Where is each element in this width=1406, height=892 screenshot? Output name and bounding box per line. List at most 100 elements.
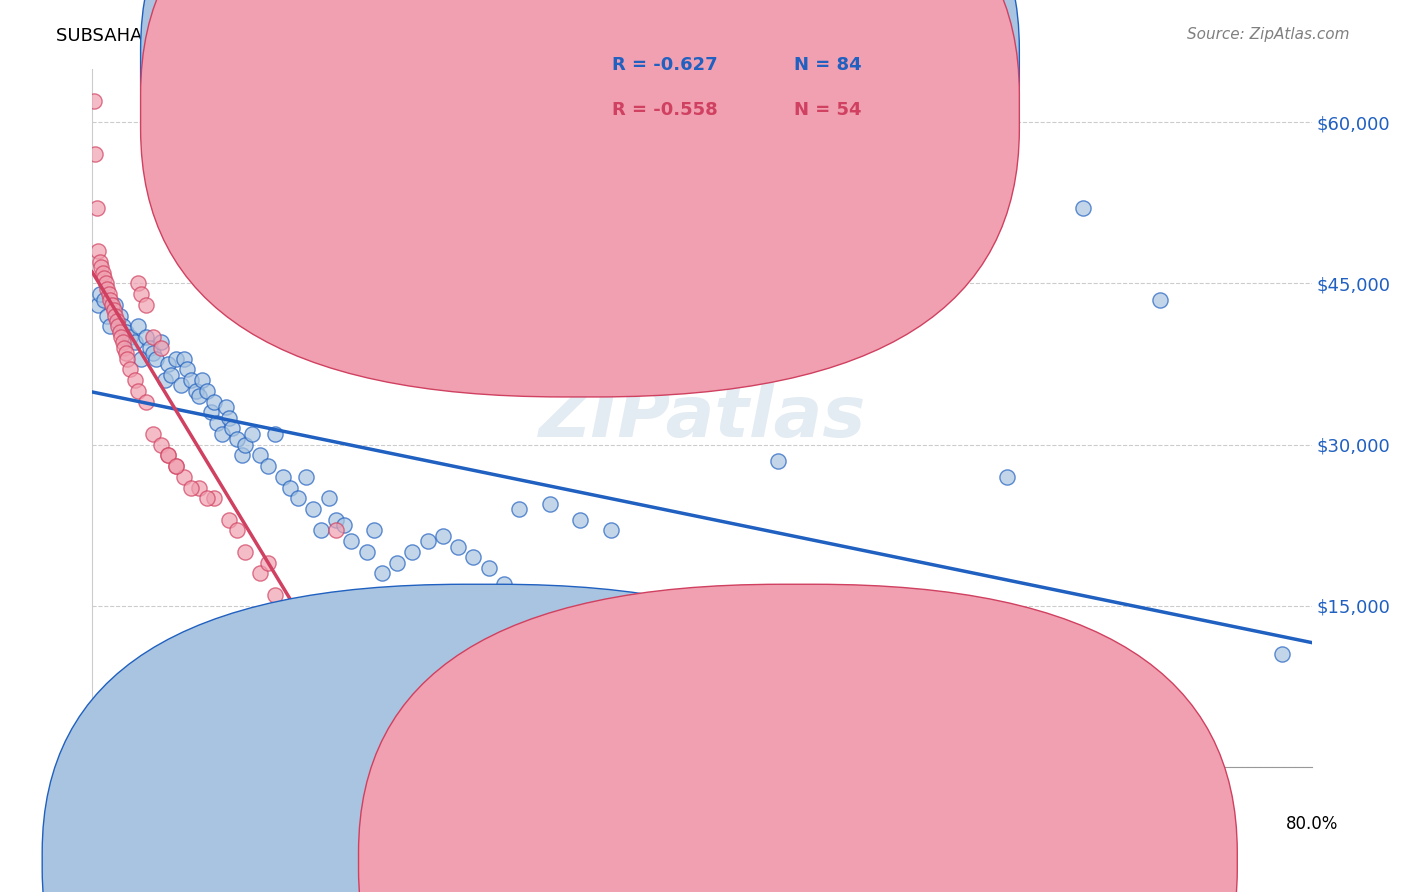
Point xyxy=(690,631,713,645)
Point xyxy=(83,94,105,108)
Text: SUBSAHARAN AFRICAN VS IMMIGRANTS FROM BAHAMAS PER CAPITA INCOME CORRELATION CHAR: SUBSAHARAN AFRICAN VS IMMIGRANTS FROM BA… xyxy=(56,27,957,45)
Point xyxy=(108,325,131,339)
Point xyxy=(385,706,408,720)
Point xyxy=(280,481,302,495)
Point xyxy=(447,540,470,554)
Point xyxy=(205,416,228,430)
Point xyxy=(371,566,394,581)
Point xyxy=(416,534,439,549)
Point xyxy=(218,513,240,527)
Point xyxy=(104,298,127,312)
Point xyxy=(363,524,385,538)
Point xyxy=(127,319,149,334)
Point xyxy=(215,400,238,414)
Point xyxy=(280,609,302,624)
Point xyxy=(356,545,378,559)
Point xyxy=(995,470,1018,484)
Point xyxy=(142,346,165,360)
Point xyxy=(768,453,790,467)
Point xyxy=(508,502,530,516)
Point xyxy=(844,684,866,698)
Point xyxy=(294,470,316,484)
Point xyxy=(211,426,233,441)
Point xyxy=(93,271,115,285)
Point xyxy=(157,448,180,462)
Point xyxy=(117,351,139,366)
Point xyxy=(111,335,134,350)
Text: N = 54: N = 54 xyxy=(794,101,862,119)
Point xyxy=(90,260,112,275)
Point xyxy=(94,277,117,291)
Point xyxy=(256,556,278,570)
Point xyxy=(87,244,110,259)
Point xyxy=(195,384,218,398)
Point xyxy=(135,330,157,344)
Point xyxy=(1149,293,1171,307)
Point xyxy=(302,502,325,516)
Point xyxy=(1271,647,1294,661)
Text: Immigrants from Bahamas: Immigrants from Bahamas xyxy=(803,847,1025,865)
Point xyxy=(249,448,271,462)
Point xyxy=(129,351,152,366)
Point xyxy=(127,384,149,398)
Point xyxy=(538,497,561,511)
Point xyxy=(157,448,180,462)
Point xyxy=(920,266,942,280)
Point xyxy=(180,481,202,495)
Point xyxy=(187,481,209,495)
Point xyxy=(91,266,114,280)
Point xyxy=(356,695,378,709)
Point xyxy=(432,529,454,543)
Point xyxy=(401,545,423,559)
Point xyxy=(249,566,271,581)
Point xyxy=(100,293,122,307)
Point xyxy=(478,561,501,575)
Point xyxy=(202,491,225,506)
Point xyxy=(318,491,340,506)
Point xyxy=(145,351,167,366)
Point xyxy=(226,432,249,446)
Point xyxy=(1073,663,1095,677)
Point xyxy=(129,287,152,301)
Point xyxy=(645,604,668,618)
Point xyxy=(271,470,294,484)
Point xyxy=(240,426,263,441)
Text: Source: ZipAtlas.com: Source: ZipAtlas.com xyxy=(1187,27,1350,42)
Point xyxy=(340,534,363,549)
Point xyxy=(142,330,165,344)
Point xyxy=(176,362,198,376)
Point xyxy=(149,437,172,451)
Point xyxy=(226,524,249,538)
Point xyxy=(114,346,136,360)
Point xyxy=(104,309,127,323)
Point xyxy=(142,426,165,441)
Point xyxy=(149,335,172,350)
Point xyxy=(86,201,108,215)
Point xyxy=(111,319,134,334)
Text: Sub-Saharan Africans: Sub-Saharan Africans xyxy=(502,847,679,865)
Point xyxy=(180,373,202,387)
Point xyxy=(97,287,120,301)
Point xyxy=(264,588,287,602)
Point xyxy=(599,524,621,538)
Point xyxy=(463,550,485,565)
Point xyxy=(89,287,111,301)
Text: R = -0.627: R = -0.627 xyxy=(612,56,717,74)
Point xyxy=(173,351,195,366)
Point xyxy=(231,448,253,462)
Point xyxy=(165,351,187,366)
Point xyxy=(737,620,759,634)
Point xyxy=(264,426,287,441)
Point xyxy=(87,298,110,312)
Point xyxy=(169,378,191,392)
Point xyxy=(89,255,111,269)
Text: ZIPatlas: ZIPatlas xyxy=(538,384,866,452)
Point xyxy=(135,298,157,312)
Text: R = -0.558: R = -0.558 xyxy=(612,101,717,119)
Point xyxy=(124,373,146,387)
Point xyxy=(187,389,209,403)
Text: N = 84: N = 84 xyxy=(794,56,862,74)
Point xyxy=(101,298,124,312)
Point xyxy=(114,325,136,339)
Point xyxy=(165,458,187,473)
